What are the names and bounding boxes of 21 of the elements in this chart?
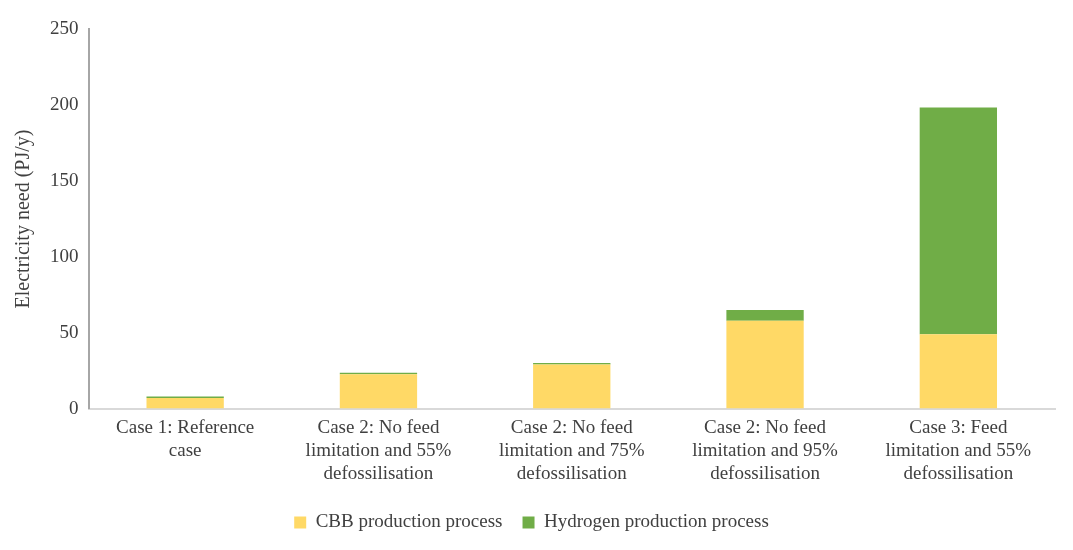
legend-label: Hydrogen production process — [544, 510, 769, 532]
y-tick-label: 0 — [69, 396, 79, 418]
legend-label: CBB production process — [315, 510, 503, 532]
x-tick-label: Case 2: No feed limitation and 95% defossilisation — [692, 415, 839, 483]
x-tick-label: Case 2: No feed limitation and 75% defossilisation — [498, 415, 645, 483]
y-tick-label: 50 — [59, 320, 79, 342]
bar — [726, 320, 804, 409]
y-tick-label: 200 — [50, 93, 79, 115]
bar — [533, 364, 611, 409]
bar — [919, 334, 998, 409]
x-tick-label: Case 2: No feed limitation and 55% defossilisation — [305, 415, 452, 483]
y-tick-label: 250 — [50, 17, 79, 39]
x-tick-label: Case 1: Reference case — [116, 415, 255, 460]
y-tick-label: 100 — [50, 244, 79, 266]
bar — [339, 374, 418, 409]
bar — [726, 310, 804, 321]
bar — [146, 397, 224, 409]
bar — [919, 107, 998, 335]
y-tick-label: 150 — [50, 169, 79, 191]
x-tick-label: Case 3: Feed limitation and 55% defossilisation — [885, 415, 1032, 483]
y-axis-title: Electricity need (PJ/y) — [11, 129, 35, 309]
